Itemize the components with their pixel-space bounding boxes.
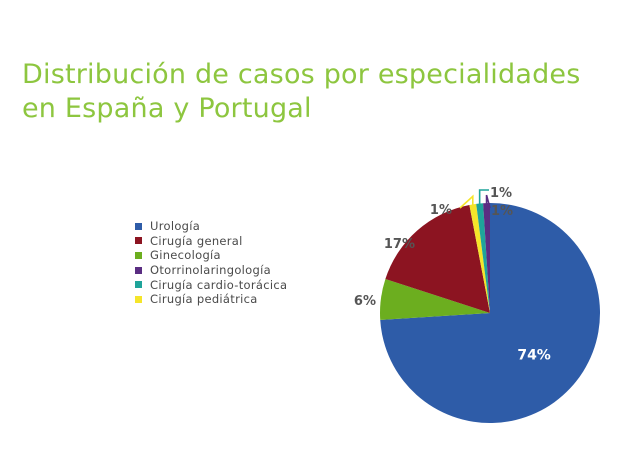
legend-item-cirugia-general: Cirugía general (135, 234, 287, 249)
legend-item-cirugia-cardio-toracica: Cirugía cardio-torácica (135, 277, 287, 292)
pie-slice-urologia (380, 203, 601, 423)
leader-line-cirugia-pediatrica (459, 194, 474, 209)
pie-data-labels: 74% 6% 17% 1% 1% 1% (354, 186, 551, 363)
legend-swatch (135, 266, 142, 274)
chart-legend: Urología Cirugía general Ginecología Oto… (135, 219, 287, 307)
legend-swatch (135, 281, 142, 289)
data-label-urologia: 74% (517, 347, 551, 363)
pie-slice-ginecologia (380, 279, 490, 320)
chart-title-line-1: Distribución de casos por especialidades (22, 59, 581, 90)
pie-leader-lines (459, 189, 491, 209)
data-label-cirugia-pediatrica: 1% (430, 203, 452, 218)
legend-item-urologia: Urología (135, 219, 287, 234)
legend-label: Cirugía general (150, 233, 243, 248)
legend-label: Otorrinolaringología (150, 263, 271, 278)
legend-item-otorrinolaringologia: Otorrinolaringología (135, 263, 287, 278)
legend-swatch (135, 237, 142, 245)
data-label-cirugia-general: 17% (384, 237, 415, 252)
pie-slice-cirugia-cardio-toracica (476, 203, 490, 313)
chart-title-line-2: en España y Portugal (22, 93, 312, 124)
legend-label: Cirugía cardio-torácica (150, 277, 288, 292)
pie-slice-cirugia-general (385, 204, 490, 313)
pie-slice-cirugia-pediatrica (469, 203, 490, 313)
legend-label: Urología (150, 219, 201, 234)
pie-slice-otorrinolaringologia (483, 203, 490, 313)
legend-label: Ginecología (150, 248, 221, 263)
chart-title: Distribución de casos por especialidades… (22, 58, 622, 126)
legend-swatch (135, 295, 142, 303)
data-label-otorrinolaringologia: 1% (491, 204, 513, 219)
legend-swatch (135, 222, 142, 230)
data-label-ginecologia: 6% (354, 294, 376, 309)
pie-slices (380, 203, 601, 423)
legend-label: Cirugía pediátrica (150, 292, 258, 307)
legend-item-cirugia-pediatrica: Cirugía pediátrica (135, 292, 287, 307)
legend-item-ginecologia: Ginecología (135, 248, 287, 263)
legend-swatch (135, 251, 142, 259)
leader-line-cirugia-cardio-toracica (478, 189, 489, 206)
data-label-cirugia-cardio-toracica: 1% (490, 186, 512, 201)
leader-line-otorrinolaringologia (485, 194, 491, 209)
